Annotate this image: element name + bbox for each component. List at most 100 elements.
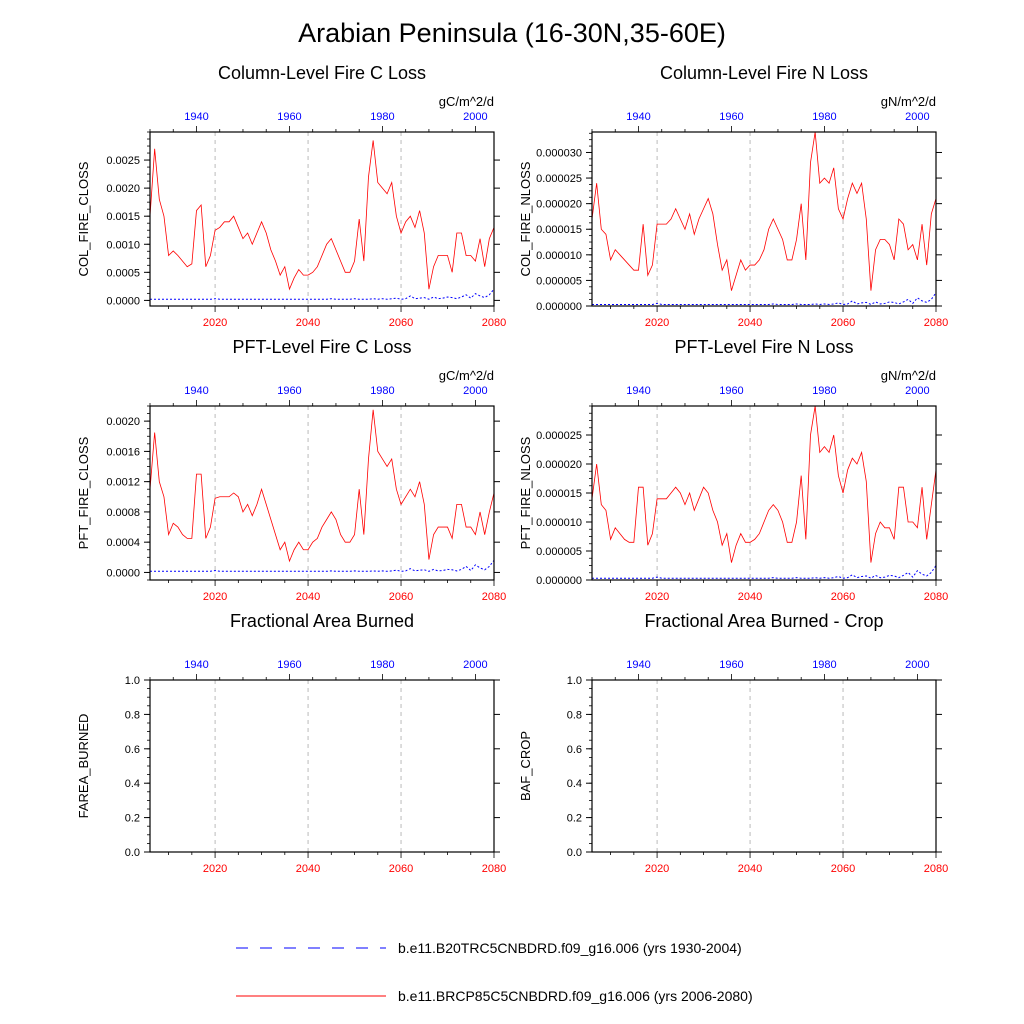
y-tick-label: 0.000020 xyxy=(536,199,582,211)
x-tick-label-hist: 1940 xyxy=(184,111,208,123)
historical-series-line xyxy=(592,565,936,579)
x-tick-label-future: 2080 xyxy=(924,591,948,603)
x-tick-label-future: 2040 xyxy=(296,317,320,329)
x-tick-label-future: 2020 xyxy=(645,863,669,875)
x-tick-label-hist: 1960 xyxy=(719,111,743,123)
panel-title: PFT-Level Fire N Loss xyxy=(674,337,853,357)
x-tick-label-future: 2080 xyxy=(482,863,506,875)
y-tick-label: 1.0 xyxy=(125,675,140,687)
x-tick-label-hist: 1960 xyxy=(277,385,301,397)
chart-panel-pft_c: PFT-Level Fire C Loss gC/m^2/d PFT_FIRE_CL… xyxy=(76,337,506,603)
y-tick-label: 0.6 xyxy=(567,744,582,756)
plot-frame xyxy=(149,405,495,581)
panel-title: Fractional Area Burned xyxy=(230,611,414,631)
x-tick-label-hist: 1960 xyxy=(719,659,743,671)
y-tick-label: 0.0016 xyxy=(106,446,140,458)
panel-title: Column-Level Fire C Loss xyxy=(218,63,426,83)
x-tick-label-future: 2060 xyxy=(389,863,413,875)
y-tick-label: 0.0 xyxy=(567,847,582,859)
y-tick-label: 0.2 xyxy=(567,813,582,825)
y-axis-label: COL_FIRE_CLOSS xyxy=(76,161,91,276)
y-tick-label: 0.000030 xyxy=(536,147,582,159)
x-tick-label-future: 2040 xyxy=(296,591,320,603)
x-tick-label-future: 2040 xyxy=(738,317,762,329)
y-tick-label: 1.0 xyxy=(567,675,582,687)
main-title: Arabian Peninsula (16-30N,35-60E) xyxy=(298,18,726,48)
y-tick-label: 0.8 xyxy=(125,709,140,721)
x-tick-label-future: 2020 xyxy=(203,317,227,329)
x-tick-label-hist: 1980 xyxy=(370,385,394,397)
x-tick-label-future: 2020 xyxy=(645,317,669,329)
x-tick-label-future: 2060 xyxy=(389,317,413,329)
chart-panel-pft_n: PFT-Level Fire N Loss gN/m^2/d PFT_FIRE_NL… xyxy=(518,337,948,603)
y-tick-label: 0.0012 xyxy=(106,477,140,489)
x-tick-label-hist: 2000 xyxy=(463,385,487,397)
y-tick-label: 0.2 xyxy=(125,813,140,825)
historical-series-line xyxy=(592,292,936,306)
x-tick-label-future: 2080 xyxy=(924,317,948,329)
chart-panel-col_n: Column-Level Fire N Loss gN/m^2/d COL_FIRE… xyxy=(518,63,948,329)
units-label: gN/m^2/d xyxy=(881,94,936,109)
x-tick-label-hist: 2000 xyxy=(905,111,929,123)
x-tick-label-future: 2060 xyxy=(389,591,413,603)
x-tick-label-hist: 1980 xyxy=(370,659,394,671)
y-tick-label: 0.000015 xyxy=(536,224,582,236)
y-tick-label: 0.000010 xyxy=(536,517,582,529)
x-tick-label-hist: 1980 xyxy=(812,659,836,671)
y-tick-label: 0.0005 xyxy=(106,267,140,279)
x-tick-label-hist: 1980 xyxy=(812,111,836,123)
x-tick-label-hist: 1960 xyxy=(277,111,301,123)
plot-frame xyxy=(149,131,495,307)
x-tick-label-future: 2080 xyxy=(482,317,506,329)
panels: Column-Level Fire C Loss gC/m^2/d COL_FIRE… xyxy=(76,63,948,875)
y-tick-label: 0.0015 xyxy=(106,211,140,223)
y-tick-label: 0.000020 xyxy=(536,459,582,471)
y-tick-label: 0.000025 xyxy=(536,430,582,442)
legend-future-label: b.e11.BRCP85C5CNBDRD.f09_g16.006 (yrs 20… xyxy=(398,988,753,1004)
x-tick-label-hist: 1940 xyxy=(626,111,650,123)
y-axis-label: PFT_FIRE_NLOSS xyxy=(518,436,533,549)
x-tick-label-future: 2040 xyxy=(296,863,320,875)
chart-panel-baf_crop: Fractional Area Burned - Crop BAF_CROP 0.0… xyxy=(518,611,948,875)
y-tick-label: 0.000000 xyxy=(536,301,582,313)
y-tick-label: 0.0 xyxy=(125,847,140,859)
future-series-line xyxy=(592,406,936,563)
x-tick-label-future: 2080 xyxy=(482,591,506,603)
y-tick-label: 0.000010 xyxy=(536,250,582,262)
plot-frame xyxy=(591,679,937,853)
x-tick-label-hist: 2000 xyxy=(463,111,487,123)
x-tick-label-future: 2020 xyxy=(645,591,669,603)
y-tick-label: 0.0004 xyxy=(106,537,140,549)
x-tick-label-hist: 1960 xyxy=(719,385,743,397)
y-tick-label: 0.4 xyxy=(125,778,140,790)
y-axis-label: PFT_FIRE_CLOSS xyxy=(76,436,91,549)
y-tick-label: 0.0020 xyxy=(106,183,140,195)
y-tick-label: 0.000015 xyxy=(536,488,582,500)
x-tick-label-hist: 1940 xyxy=(626,385,650,397)
x-tick-label-future: 2060 xyxy=(831,317,855,329)
y-axis-label: FAREA_BURNED xyxy=(76,714,91,819)
historical-series-line xyxy=(150,288,494,300)
x-tick-label-hist: 1940 xyxy=(184,385,208,397)
plot-frame xyxy=(149,679,495,853)
plot-frame xyxy=(591,131,937,307)
panel-title: Column-Level Fire N Loss xyxy=(660,63,868,83)
units-label: gC/m^2/d xyxy=(439,368,494,383)
y-tick-label: 0.6 xyxy=(125,744,140,756)
y-tick-label: 0.0025 xyxy=(106,155,140,167)
units-label: gN/m^2/d xyxy=(881,368,936,383)
legend-hist-label: b.e11.B20TRC5CNBDRD.f09_g16.006 (yrs 193… xyxy=(398,940,742,956)
y-tick-label: 0.000005 xyxy=(536,275,582,287)
y-tick-label: 0.000025 xyxy=(536,173,582,185)
x-tick-label-hist: 1980 xyxy=(370,111,394,123)
x-tick-label-future: 2060 xyxy=(831,863,855,875)
y-tick-label: 0.0000 xyxy=(106,567,140,579)
x-tick-label-hist: 1960 xyxy=(277,659,301,671)
x-tick-label-future: 2020 xyxy=(203,863,227,875)
chart-panel-farea: Fractional Area Burned FAREA_BURNED 0.0 0.2… xyxy=(76,611,506,875)
panel-title: PFT-Level Fire C Loss xyxy=(232,337,411,357)
x-tick-label-future: 2020 xyxy=(203,591,227,603)
legend: b.e11.B20TRC5CNBDRD.f09_g16.006 (yrs 193… xyxy=(236,940,753,1004)
x-tick-label-future: 2040 xyxy=(738,591,762,603)
